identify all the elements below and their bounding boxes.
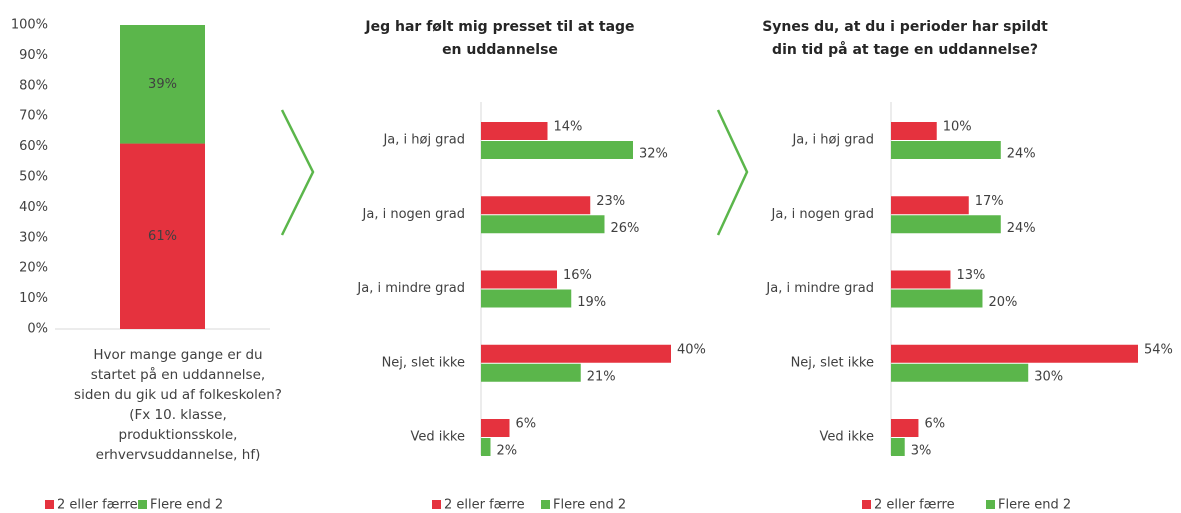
y-tick-label: 100%	[11, 18, 48, 33]
value-label: 2%	[497, 444, 518, 459]
bar	[891, 141, 1001, 159]
y-tick-label: 70%	[19, 109, 48, 124]
value-label: 17%	[975, 194, 1004, 209]
bar	[481, 122, 548, 140]
bar	[481, 196, 591, 215]
y-tick-label: 60%	[19, 139, 48, 154]
legend-label: Flere end 2	[998, 498, 1071, 513]
y-tick-label: 0%	[27, 322, 48, 337]
bar	[891, 215, 1001, 234]
bar	[891, 122, 937, 140]
bar	[481, 270, 557, 289]
chevron	[280, 109, 315, 236]
value-label: 32%	[639, 147, 668, 162]
legend-label: Flere end 2	[150, 498, 223, 513]
bar	[481, 344, 671, 363]
bar	[481, 141, 633, 159]
legend-swatch	[986, 500, 995, 509]
y-tick-label: 20%	[19, 261, 48, 276]
y-tick-label: 30%	[19, 230, 48, 245]
bar	[891, 419, 919, 437]
legend-swatch	[862, 500, 871, 509]
bar-segment	[120, 25, 205, 144]
legend-swatch	[138, 500, 147, 509]
y-tick-label: 90%	[19, 48, 48, 63]
value-label: 54%	[1144, 342, 1173, 357]
chevron	[716, 109, 749, 236]
value-label: 19%	[577, 295, 606, 310]
category-label: Hvor mange gange er du startet på en udd…	[74, 347, 282, 463]
bar	[481, 363, 581, 382]
bar	[891, 344, 1138, 363]
legend-swatch	[45, 500, 54, 509]
legend-label: 2 eller færre	[874, 498, 955, 513]
legend-label: Flere end 2	[553, 498, 626, 513]
legend-swatch	[541, 500, 550, 509]
value-label: 61%	[148, 229, 177, 244]
category-label: Ja, i mindre grad	[765, 281, 874, 296]
value-label: 26%	[611, 221, 640, 236]
bar	[891, 363, 1029, 382]
bar	[891, 438, 905, 456]
legend-label: 2 eller færre	[444, 498, 525, 513]
value-label: 10%	[943, 120, 972, 135]
y-tick-label: 10%	[19, 291, 48, 306]
bar	[891, 289, 983, 308]
value-label: 24%	[1007, 147, 1036, 162]
value-label: 20%	[988, 295, 1017, 310]
category-label: Ja, i høj grad	[791, 133, 874, 148]
value-label: 40%	[677, 342, 706, 357]
chart-title: Synes du, at du i perioder har spildt di…	[762, 19, 1048, 58]
value-label: 16%	[563, 268, 592, 283]
value-label: 6%	[924, 417, 945, 432]
category-label: Ja, i nogen grad	[771, 207, 874, 222]
value-label: 3%	[911, 444, 932, 459]
bar	[481, 438, 491, 456]
y-tick-label: 40%	[19, 200, 48, 215]
bar	[891, 196, 969, 215]
category-label: Ja, i nogen grad	[362, 207, 465, 222]
y-tick-label: 80%	[19, 78, 48, 93]
y-tick-label: 50%	[19, 170, 48, 185]
bar-segment	[120, 143, 205, 329]
category-label: Ja, i høj grad	[382, 133, 465, 148]
value-label: 30%	[1034, 369, 1063, 384]
bar	[481, 419, 510, 437]
value-label: 14%	[554, 120, 583, 135]
value-label: 39%	[148, 77, 177, 92]
value-label: 6%	[516, 417, 537, 432]
value-label: 24%	[1007, 221, 1036, 236]
chart-title: Jeg har følt mig presset til at tage en …	[365, 19, 635, 58]
category-label: Ved ikke	[411, 430, 465, 445]
value-label: 21%	[587, 369, 616, 384]
legend-swatch	[432, 500, 441, 509]
value-label: 23%	[596, 194, 625, 209]
category-label: Nej, slet ikke	[382, 355, 465, 370]
category-label: Nej, slet ikke	[791, 355, 874, 370]
category-label: Ja, i mindre grad	[356, 281, 465, 296]
category-label: Ved ikke	[820, 430, 874, 445]
value-label: 13%	[956, 268, 985, 283]
bar	[481, 289, 572, 308]
bar	[481, 215, 605, 234]
bar	[891, 270, 951, 289]
legend-label: 2 eller færre	[57, 498, 138, 513]
